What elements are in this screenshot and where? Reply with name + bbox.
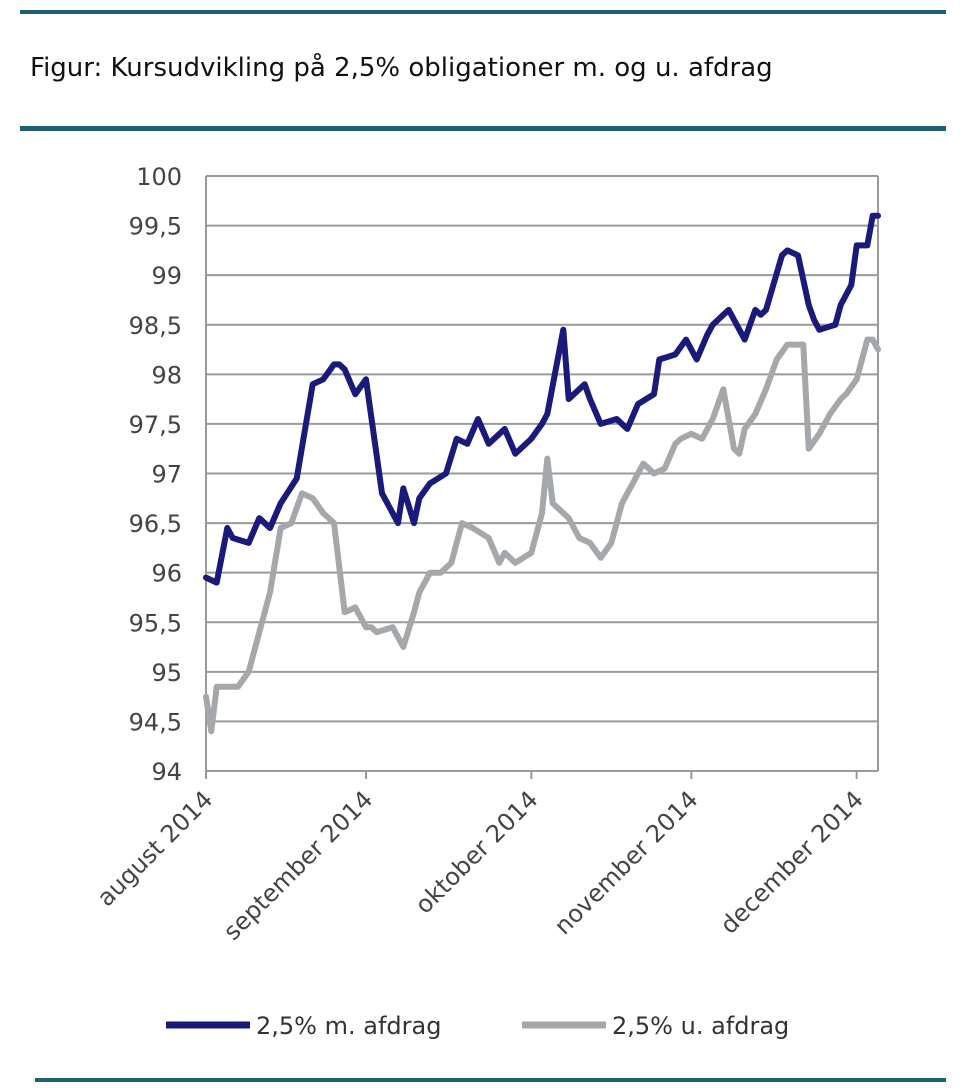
y-tick-label: 98 xyxy=(151,361,182,389)
x-axis-ticks: august 2014 september 2014 oktober 2014 nov… xyxy=(92,771,869,946)
figure-title: Figur: Kursudvikling på 2,5% obligatione… xyxy=(30,53,773,83)
y-tick-label: 95 xyxy=(151,659,182,687)
y-tick-label: 99,5 xyxy=(129,213,182,241)
bottom-rule xyxy=(35,1078,946,1082)
top-rule xyxy=(20,10,946,14)
y-tick-label: 96 xyxy=(151,560,182,588)
y-tick-label: 100 xyxy=(136,163,182,191)
y-tick-label: 99 xyxy=(151,262,182,290)
y-axis-ticks: 94 94,5 95 95,5 96 96,5 97 97,5 98 98,5 99 99,5 100 xyxy=(129,163,182,786)
series-line-0 xyxy=(203,212,881,586)
x-tick-label: september 2014 xyxy=(218,785,378,945)
x-tick-label: november 2014 xyxy=(549,785,704,940)
legend-label-0: 2,5% m. afdrag xyxy=(256,1012,441,1040)
y-tick-label: 97 xyxy=(151,461,182,489)
x-tick-label: august 2014 xyxy=(92,785,219,912)
y-tick-label: 94 xyxy=(151,758,182,786)
y-tick-label: 97,5 xyxy=(129,411,182,439)
x-tick-label: december 2014 xyxy=(715,785,869,939)
y-tick-label: 94,5 xyxy=(129,708,182,736)
series-lines xyxy=(203,212,881,735)
y-tick-label: 98,5 xyxy=(129,312,182,340)
y-tick-label: 96,5 xyxy=(129,510,182,538)
series-line-1 xyxy=(203,336,881,735)
legend-label-1: 2,5% u. afdrag xyxy=(612,1012,789,1040)
legend: 2,5% m. afdrag 2,5% u. afdrag xyxy=(166,1012,789,1040)
x-tick-label: oktober 2014 xyxy=(410,785,544,919)
y-tick-label: 95,5 xyxy=(129,609,182,637)
title-rule xyxy=(20,126,946,131)
